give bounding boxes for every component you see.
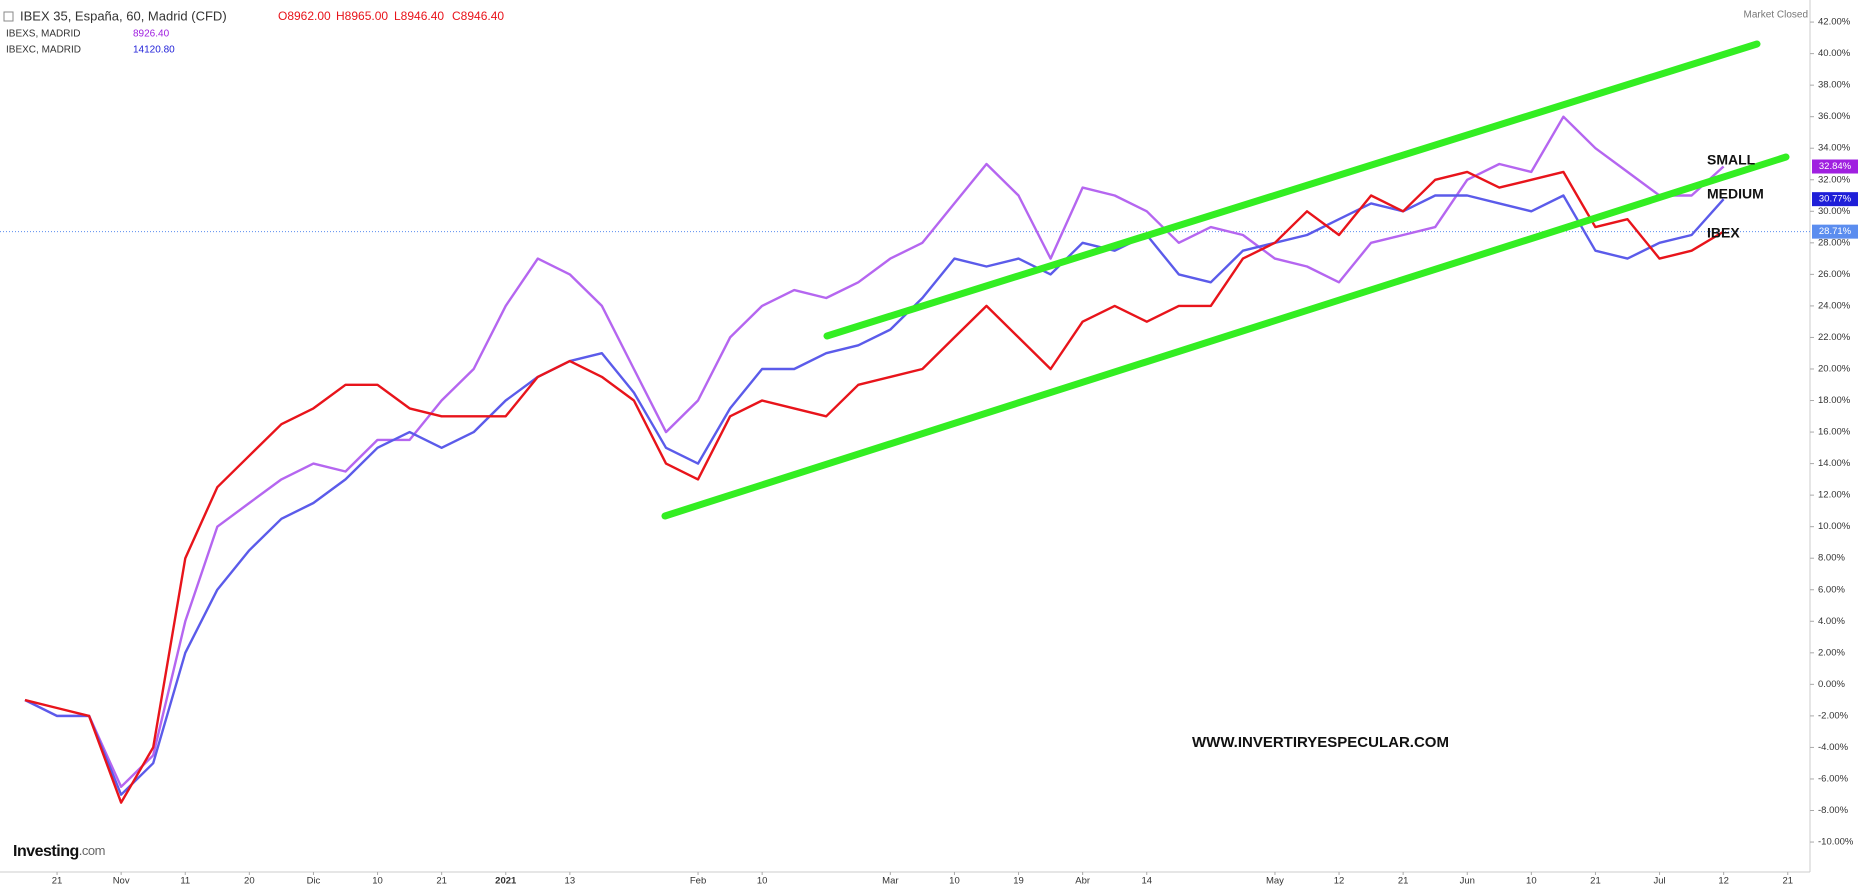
y-tick-label: 14.00% (1818, 458, 1851, 469)
y-tick-label: 0.00% (1818, 679, 1845, 690)
series-value: 14120.80 (133, 45, 175, 56)
x-tick-label: 21 (1782, 876, 1793, 887)
y-tick-label: -4.00% (1818, 742, 1849, 753)
series-line (24, 170, 1725, 804)
y-tick-label: -6.00% (1818, 773, 1849, 784)
series-line (24, 115, 1725, 788)
y-tick-label: 20.00% (1818, 363, 1851, 374)
x-tick-label: Abr (1075, 876, 1090, 887)
symbol: IBEX 35, España, 60, Madrid (CFD) (20, 8, 227, 23)
x-tick-label: 2021 (495, 876, 517, 887)
y-tick-label: 42.00% (1818, 17, 1851, 28)
y-tick-label: -10.00% (1818, 837, 1854, 848)
y-tick-label: 38.00% (1818, 80, 1851, 91)
x-tick-label: 10 (372, 876, 383, 887)
y-tick-label: 28.00% (1818, 237, 1851, 248)
x-tick-label: Feb (690, 876, 706, 887)
series-name: IBEX (1707, 225, 1740, 241)
y-tick-label: 2.00% (1818, 647, 1845, 658)
x-tick-label: Mar (882, 876, 898, 887)
price-tag-label: 32.84% (1819, 161, 1852, 172)
collapse-icon[interactable] (3, 11, 14, 22)
ohlc-high: H8965.00 (336, 9, 388, 23)
series-line (24, 194, 1725, 796)
x-tick-label: 21 (1398, 876, 1409, 887)
y-tick-label: -2.00% (1818, 710, 1849, 721)
price-tag (1812, 159, 1858, 174)
logo: Investing.com (13, 843, 105, 860)
y-tick-label: 24.00% (1818, 300, 1851, 311)
y-tick-label: -8.00% (1818, 805, 1849, 816)
x-tick-label: 10 (757, 876, 768, 887)
x-tick-label: 21 (52, 876, 63, 887)
y-tick-label: 8.00% (1818, 553, 1845, 564)
x-tick-label: 10 (949, 876, 960, 887)
y-tick-label: 4.00% (1818, 616, 1845, 627)
trend-line (823, 40, 1761, 340)
x-tick-label: 11 (180, 876, 190, 887)
price-tag (1812, 224, 1858, 239)
x-tick-label: 19 (1013, 876, 1024, 887)
series-value: 8926.40 (133, 29, 170, 40)
x-tick-label: Dic (307, 876, 321, 887)
x-tick-label: 20 (244, 876, 255, 887)
x-tick-label: Nov (113, 876, 130, 887)
watermark: WWW.INVERTIRYESPECULAR.COM (1192, 734, 1449, 751)
series-name: MEDIUM (1707, 186, 1764, 202)
ohlc-low: L8946.40 (394, 9, 444, 23)
y-tick-label: 32.00% (1818, 174, 1851, 185)
y-tick-label: 26.00% (1818, 269, 1851, 280)
x-tick-label: May (1266, 876, 1284, 887)
ohlc-close: C8946.40 (452, 9, 504, 23)
y-tick-label: 22.00% (1818, 332, 1851, 343)
series-label: IBEXS, MADRID (6, 29, 80, 40)
x-tick-label: Jun (1460, 876, 1475, 887)
x-tick-label: 13 (565, 876, 576, 887)
y-tick-label: 18.00% (1818, 395, 1851, 406)
x-tick-label: Jul (1653, 876, 1665, 887)
y-tick-label: 10.00% (1818, 521, 1851, 532)
y-tick-label: 6.00% (1818, 584, 1845, 595)
price-tag (1812, 192, 1858, 207)
series-label: IBEXC, MADRID (6, 45, 81, 56)
trend-line (661, 153, 1790, 520)
y-tick-label: 34.00% (1818, 143, 1851, 154)
y-tick-label: 16.00% (1818, 427, 1851, 438)
x-tick-label: 21 (436, 876, 447, 887)
y-tick-label: 40.00% (1818, 48, 1851, 59)
y-tick-label: 30.00% (1818, 206, 1851, 217)
price-tag-label: 28.71% (1819, 226, 1852, 237)
y-tick-label: 12.00% (1818, 490, 1851, 501)
y-tick-label: 36.00% (1818, 111, 1851, 122)
series-name: SMALL (1707, 152, 1756, 168)
market-status: Market Closed (1744, 10, 1808, 21)
ohlc-open: O8962.00 (278, 9, 331, 23)
x-tick-label: 21 (1590, 876, 1601, 887)
x-tick-label: 12 (1334, 876, 1345, 887)
x-tick-label: 14 (1141, 876, 1152, 887)
x-tick-label: 12 (1718, 876, 1729, 887)
price-tag-label: 30.77% (1819, 194, 1852, 205)
x-tick-label: 10 (1526, 876, 1537, 887)
